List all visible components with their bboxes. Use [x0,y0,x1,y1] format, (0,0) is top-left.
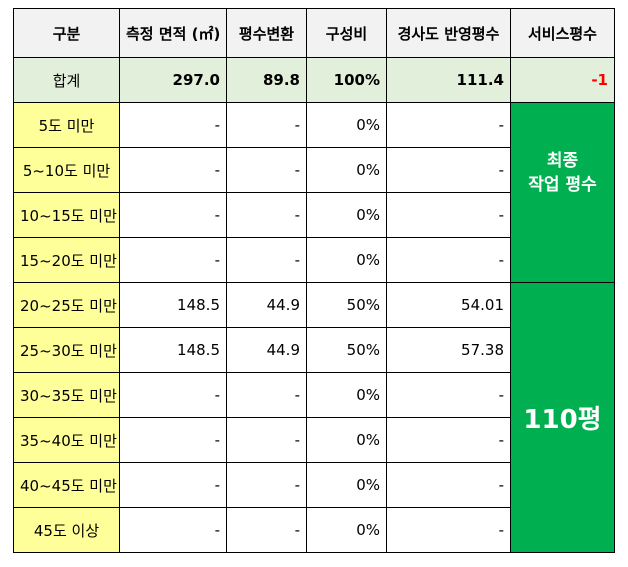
row-area: - [119,462,227,508]
row-area: - [119,417,227,463]
total-label: 합계 [13,57,120,103]
row-label: 35~40도 미만 [13,417,120,463]
slope-area-table: 구분 측정 면적 (㎡) 평수변환 구성비 경사도 반영평수 서비스평수 합계 … [13,8,615,553]
row-slope: - [386,372,511,418]
side-label: 최종 작업 평수 [517,149,608,237]
row-area: - [119,102,227,148]
total-service: -1 [510,57,615,103]
row-pyeong: 44.9 [226,327,307,373]
table-row: 20~25도 미만 148.5 44.9 50% 54.01 110평 [13,282,615,553]
row-slope: - [386,192,511,238]
row-pyeong: - [226,192,307,238]
row-ratio: 0% [306,102,387,148]
row-pyeong: - [226,237,307,283]
table-row: 40~45도 미만 - - 0% - [13,462,615,508]
row-ratio: 0% [306,462,387,508]
total-pyeong: 89.8 [226,57,307,103]
side-label-line1: 최종 [546,150,579,171]
row-slope: 54.01 [386,282,511,328]
row-pyeong: - [226,462,307,508]
side-label-line2: 작업 평수 [528,174,597,195]
header-slope-adjusted: 경사도 반영평수 [386,8,511,58]
row-area: - [119,147,227,193]
row-area: 148.5 [119,282,227,328]
row-ratio: 50% [306,327,387,373]
final-work-pyeong-label: 최종 작업 평수 [510,102,615,283]
header-service-pyeong: 서비스평수 [510,8,615,58]
header-row: 구분 측정 면적 (㎡) 평수변환 구성비 경사도 반영평수 서비스평수 [13,8,615,58]
table-row: 5도 미만 - - 0% - 최종 작업 평수 [13,102,615,283]
row-label: 20~25도 미만 [13,282,120,328]
row-area: - [119,372,227,418]
row-label: 15~20도 미만 [13,237,120,283]
table-row: 15~20도 미만 - - 0% - [13,237,615,283]
row-ratio: 0% [306,417,387,463]
row-ratio: 0% [306,147,387,193]
row-slope: - [386,462,511,508]
row-slope: - [386,417,511,463]
table-row: 45도 이상 - - 0% - [13,507,615,553]
row-pyeong: - [226,417,307,463]
table-row: 35~40도 미만 - - 0% - [13,417,615,463]
row-label: 30~35도 미만 [13,372,120,418]
row-label: 45도 이상 [13,507,120,553]
row-label: 5도 미만 [13,102,120,148]
row-pyeong: - [226,102,307,148]
row-ratio: 50% [306,282,387,328]
row-slope: - [386,507,511,553]
row-ratio: 0% [306,372,387,418]
total-row: 합계 297.0 89.8 100% 111.4 -1 [13,57,615,103]
header-category: 구분 [13,8,120,58]
row-label: 40~45도 미만 [13,462,120,508]
final-work-pyeong-value: 110평 [510,282,615,553]
table-row: 25~30도 미만 148.5 44.9 50% 57.38 [13,327,615,373]
row-area: 148.5 [119,327,227,373]
total-ratio: 100% [306,57,387,103]
header-pyeong-conversion: 평수변환 [226,8,307,58]
row-ratio: 0% [306,507,387,553]
side-value: 110평 [523,405,602,435]
row-pyeong: 44.9 [226,282,307,328]
table-row: 30~35도 미만 - - 0% - [13,372,615,418]
row-area: - [119,192,227,238]
total-slope: 111.4 [386,57,511,103]
row-pyeong: - [226,507,307,553]
row-ratio: 0% [306,192,387,238]
row-slope: - [386,102,511,148]
row-slope: - [386,237,511,283]
row-label: 5~10도 미만 [13,147,120,193]
row-ratio: 0% [306,237,387,283]
row-slope: 57.38 [386,327,511,373]
row-slope: - [386,147,511,193]
row-label: 25~30도 미만 [13,327,120,373]
row-area: - [119,507,227,553]
row-label: 10~15도 미만 [13,192,120,238]
row-pyeong: - [226,372,307,418]
table-row: 5~10도 미만 - - 0% - [13,147,615,193]
total-area: 297.0 [119,57,227,103]
row-pyeong: - [226,147,307,193]
header-measured-area: 측정 면적 (㎡) [119,8,227,58]
header-ratio: 구성비 [306,8,387,58]
row-area: - [119,237,227,283]
